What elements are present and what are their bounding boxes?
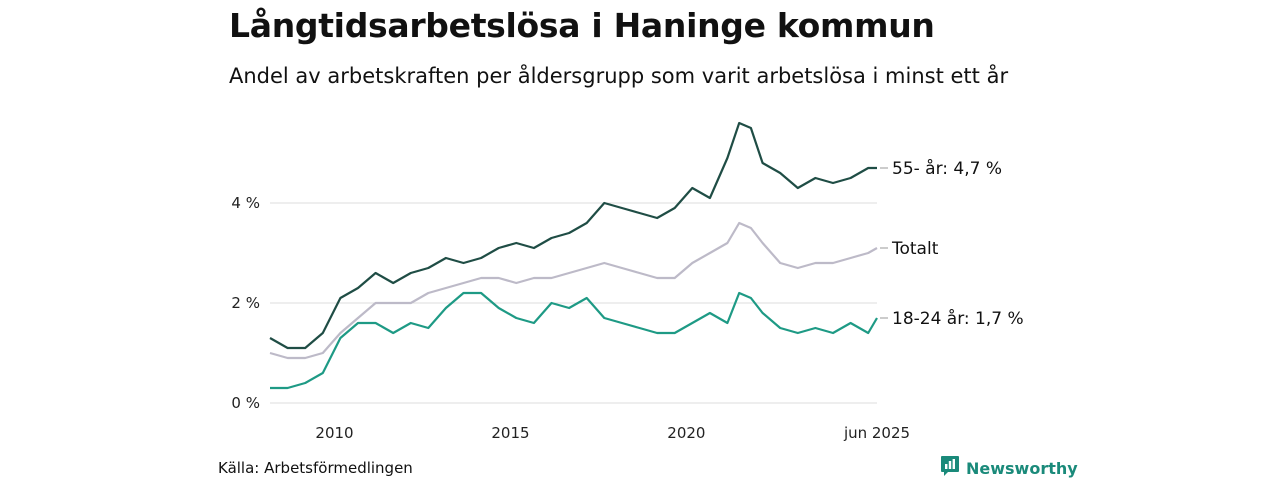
y-tick-label: 0 %	[231, 394, 260, 412]
x-tick-label: 2010	[315, 424, 353, 442]
y-tick-label: 4 %	[231, 194, 260, 212]
chart-subtitle: Andel av arbetskraften per åldersgrupp s…	[229, 64, 1009, 88]
series-line-totalt	[269, 221, 878, 360]
series-line-18-24-r	[270, 291, 878, 390]
x-tick-label: jun 2025	[843, 424, 910, 442]
grid-lines	[270, 202, 877, 404]
source-note: Källa: Arbetsförmedlingen	[218, 459, 413, 477]
bar-chart-logo-icon	[940, 455, 960, 481]
series-end-labels: 55- år: 4,7 % Totalt 18-24 år: 1,7 %	[880, 158, 1024, 329]
brand-name: Newsworthy	[966, 458, 1078, 478]
end-label-18-24-r: 18-24 år: 1,7 %	[892, 308, 1024, 329]
y-axis-ticks: 0 % 2 % 4 %	[231, 194, 260, 412]
x-axis-ticks: 2010 2015 2020 jun 2025	[315, 424, 910, 442]
y-tick-label: 2 %	[231, 294, 260, 312]
series-line-55-r	[269, 121, 877, 350]
series-lines	[269, 121, 878, 390]
x-tick-label: 2020	[667, 424, 705, 442]
end-label-55-r: 55- år: 4,7 %	[892, 158, 1002, 179]
brand-logo: Newsworthy	[940, 455, 1078, 481]
x-tick-label: 2015	[491, 424, 529, 442]
end-label-totalt: Totalt	[891, 239, 939, 259]
chart-title: Långtidsarbetslösa i Haninge kommun	[229, 6, 935, 45]
